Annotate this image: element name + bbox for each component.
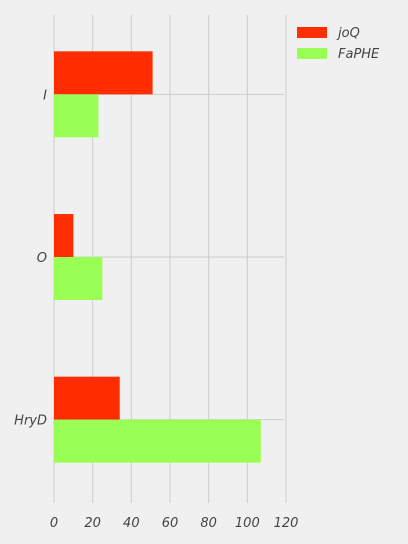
y-tick-label: I (43, 88, 47, 103)
bars (54, 51, 261, 463)
tick-labels: 0 20 40 60 80 100 120 I O HryD (14, 88, 298, 531)
legend: joQ FaPHE (297, 26, 380, 62)
legend-swatch-FaPHE (297, 48, 327, 59)
x-tick-label: 40 (123, 516, 140, 531)
x-tick-label: 120 (274, 516, 299, 531)
bar-joQ-O (54, 214, 74, 257)
x-tick-label: 80 (200, 516, 217, 531)
legend-label-FaPHE: FaPHE (338, 47, 380, 62)
y-tick-label: HryD (14, 414, 47, 429)
bar-FaPHE-HryD (54, 419, 261, 463)
x-tick-label: 100 (235, 516, 260, 531)
bar-joQ-HryD (54, 376, 120, 420)
y-tick-label: O (37, 251, 47, 266)
x-tick-label: 0 (50, 516, 58, 531)
bar-joQ-I (54, 51, 153, 95)
bar-FaPHE-O (54, 257, 103, 300)
legend-swatch-joQ (297, 27, 327, 38)
x-tick-label: 60 (162, 516, 179, 531)
legend-label-joQ: joQ (336, 26, 360, 41)
x-tick-label: 20 (84, 516, 101, 531)
bar-FaPHE-I (54, 94, 99, 138)
